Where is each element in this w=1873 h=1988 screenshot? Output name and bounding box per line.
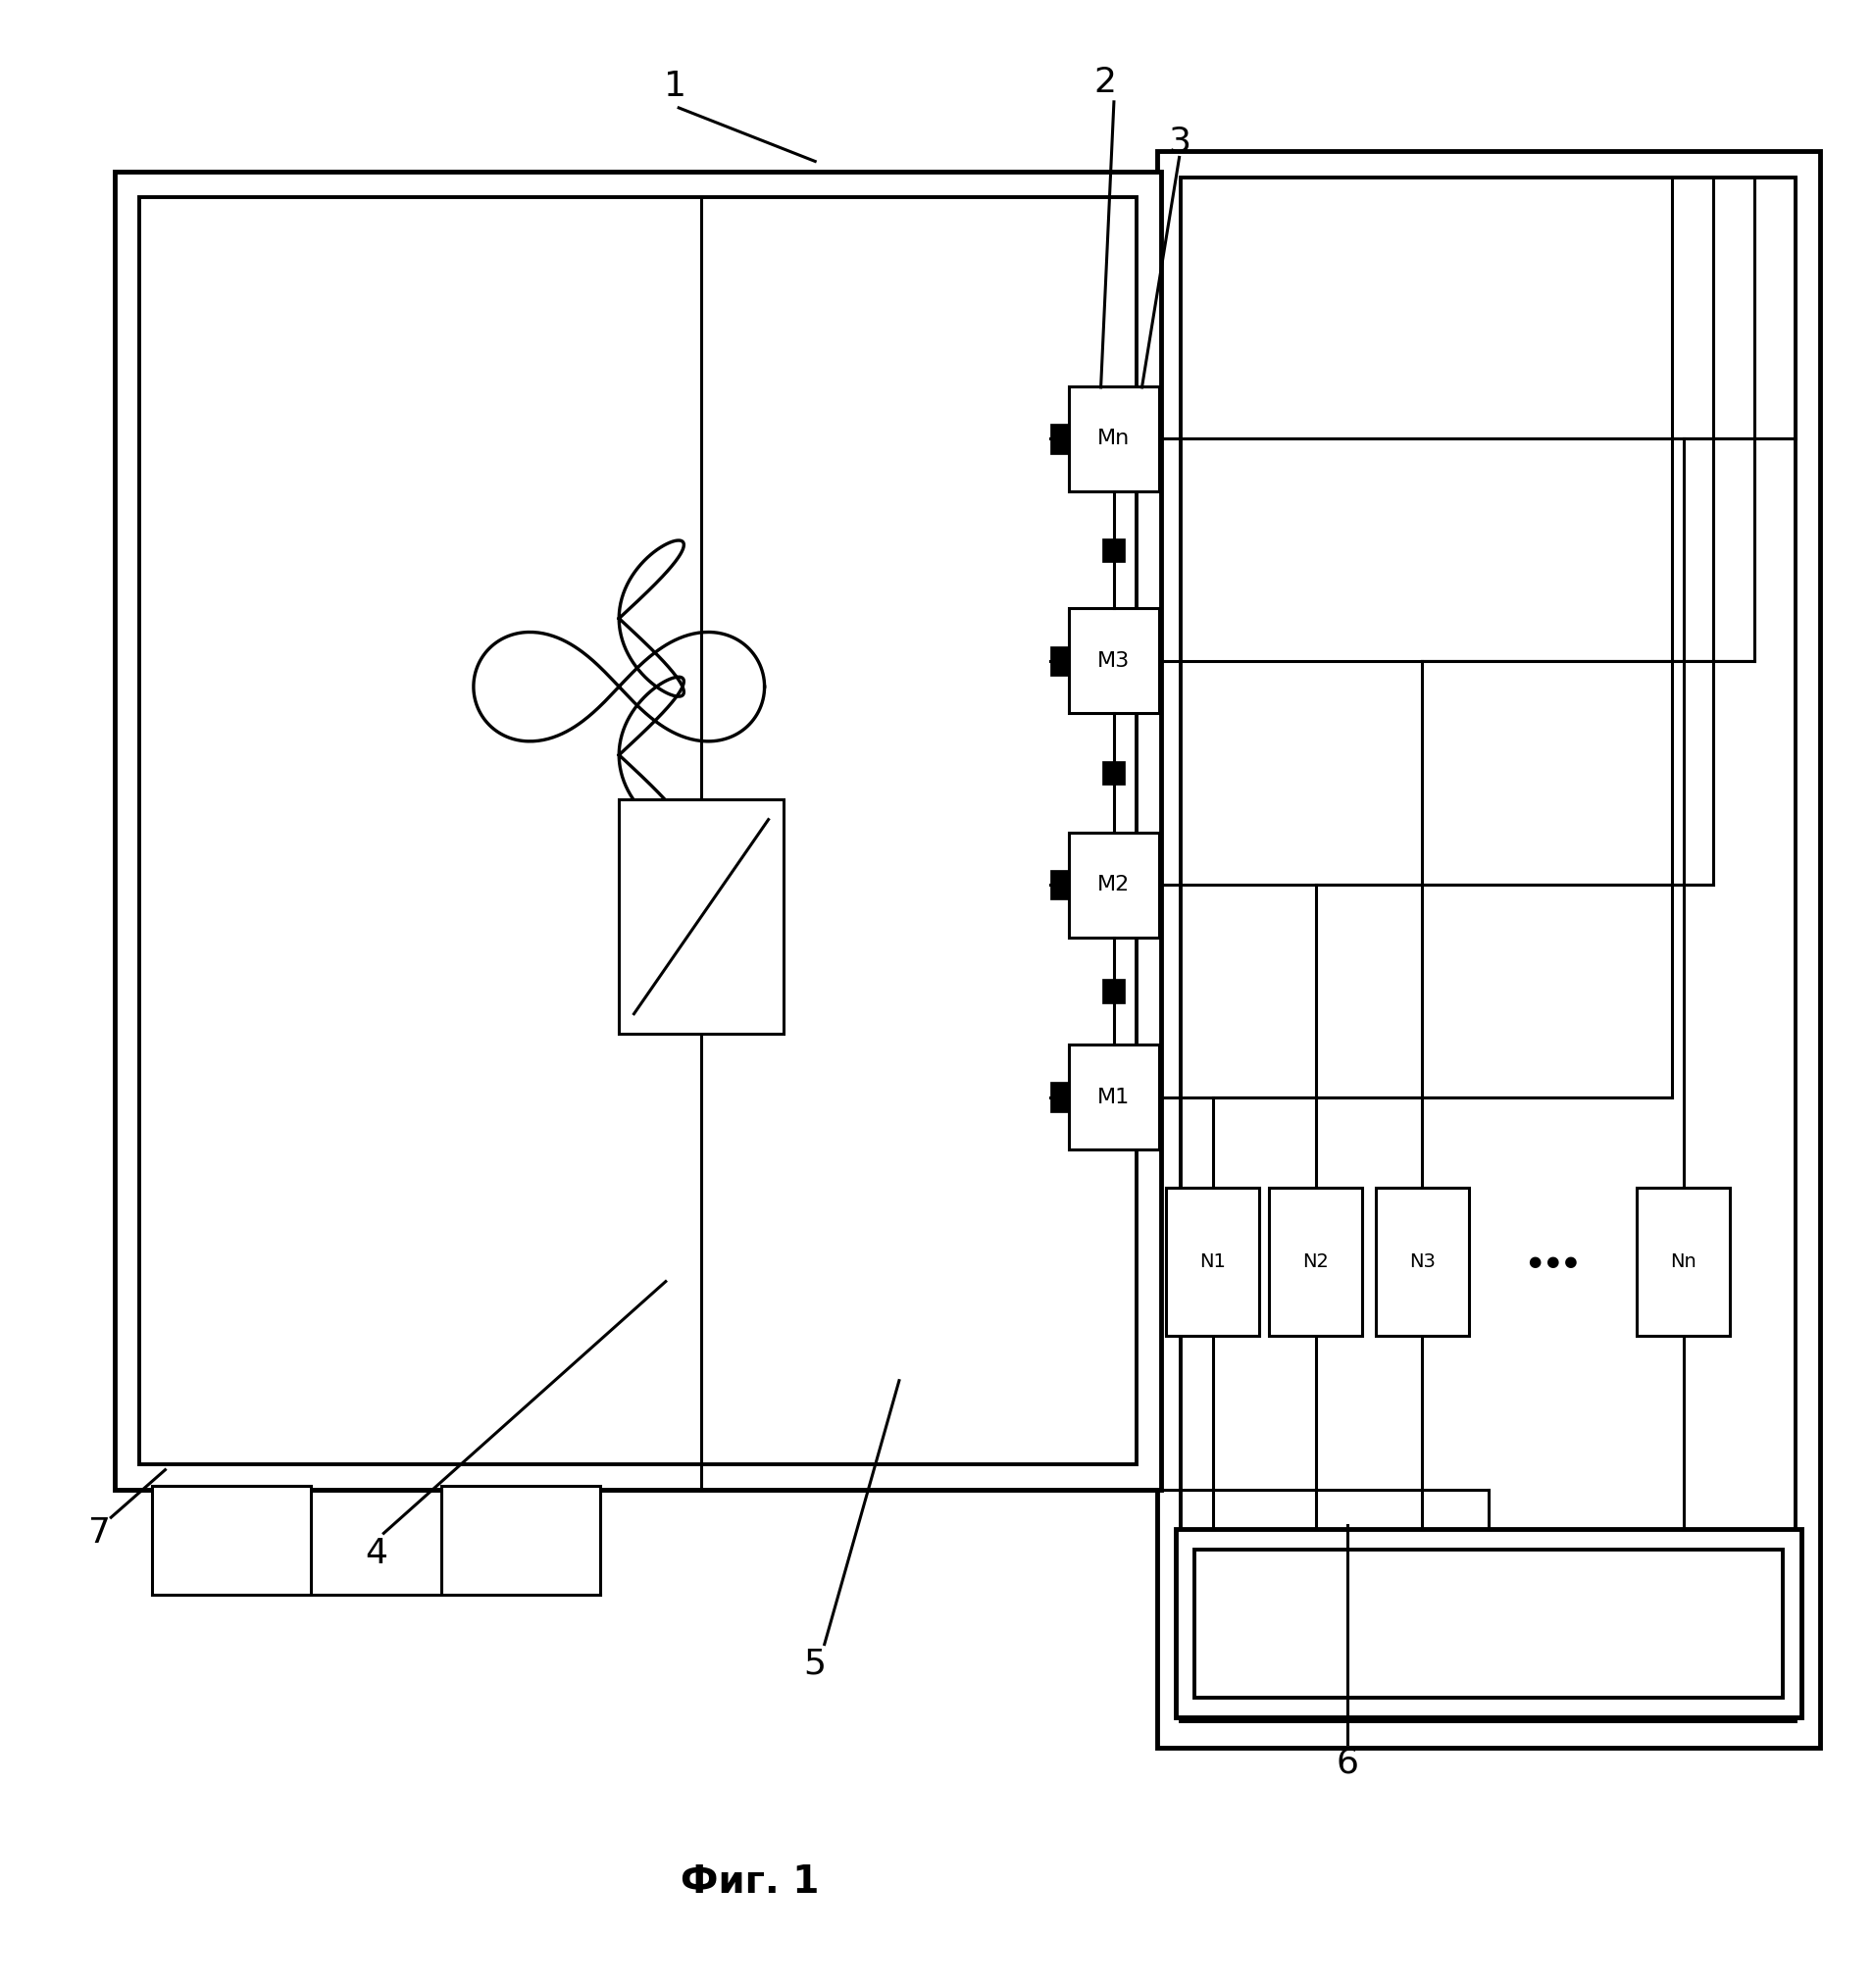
Bar xyxy=(152,1485,311,1594)
Bar xyxy=(1167,1187,1259,1336)
Bar xyxy=(1069,1044,1159,1149)
Bar xyxy=(1637,1187,1731,1336)
Text: M2: M2 xyxy=(1098,875,1129,895)
Text: N2: N2 xyxy=(1302,1252,1328,1270)
Text: Mn: Mn xyxy=(1098,429,1129,449)
Bar xyxy=(618,799,783,1034)
Bar xyxy=(1069,386,1159,491)
Bar xyxy=(1195,1549,1783,1698)
Bar xyxy=(1069,833,1159,938)
Bar xyxy=(1051,871,1069,901)
Text: 6: 6 xyxy=(1335,1747,1358,1779)
Bar xyxy=(1176,1529,1802,1718)
Text: M1: M1 xyxy=(1098,1087,1129,1107)
Bar xyxy=(1103,539,1126,563)
Bar xyxy=(1051,1081,1069,1111)
Text: ● ● ●: ● ● ● xyxy=(1528,1254,1577,1268)
Text: 7: 7 xyxy=(88,1517,111,1551)
Text: N3: N3 xyxy=(1408,1252,1435,1270)
Text: 2: 2 xyxy=(1094,66,1116,99)
Bar xyxy=(442,1485,601,1594)
Text: Фиг. 1: Фиг. 1 xyxy=(680,1863,819,1901)
Text: N1: N1 xyxy=(1201,1252,1227,1270)
Bar xyxy=(1103,980,1126,1002)
Text: 3: 3 xyxy=(1169,125,1191,159)
Bar xyxy=(1051,423,1069,453)
Bar xyxy=(1069,608,1159,714)
Bar xyxy=(1158,151,1821,1747)
Bar xyxy=(139,197,1137,1463)
Bar xyxy=(1182,177,1796,1722)
Text: 5: 5 xyxy=(804,1648,826,1680)
Bar xyxy=(1051,646,1069,676)
Bar xyxy=(1375,1187,1468,1336)
Text: 4: 4 xyxy=(365,1537,388,1571)
Text: Nn: Nn xyxy=(1671,1252,1697,1270)
Text: M3: M3 xyxy=(1098,652,1129,670)
Bar xyxy=(1268,1187,1362,1336)
Bar xyxy=(114,171,1161,1489)
Text: 1: 1 xyxy=(663,70,686,103)
Bar xyxy=(1103,761,1126,785)
